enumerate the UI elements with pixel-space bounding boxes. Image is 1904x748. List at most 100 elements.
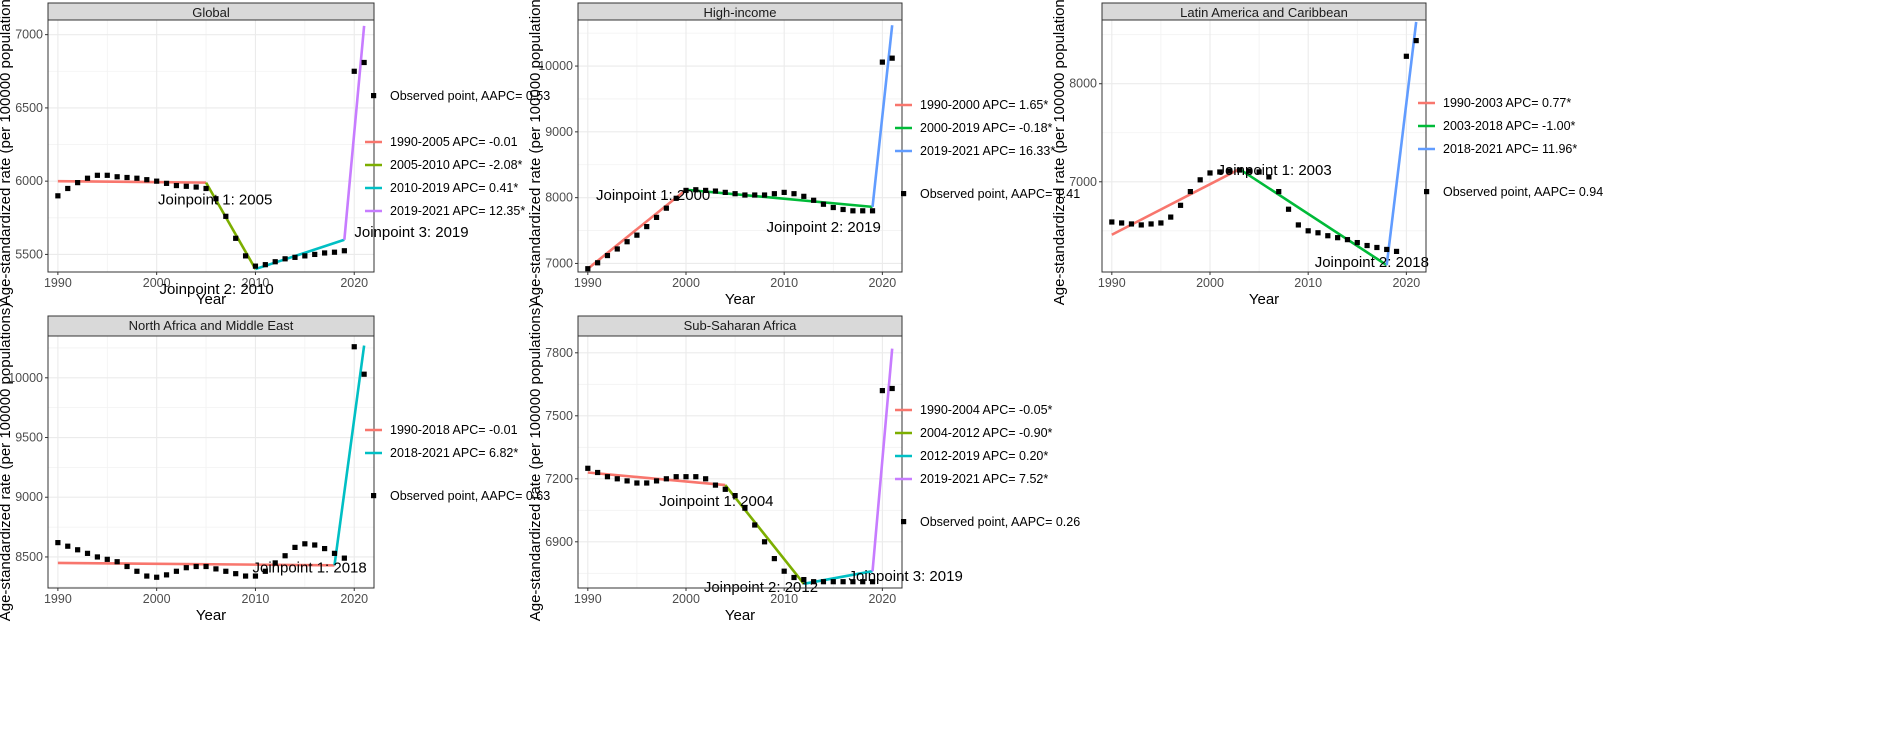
apc-segment-line: [871, 348, 894, 572]
observed-point: [604, 252, 611, 259]
legend-label-observed: Observed point, AAPC= 0.53: [390, 89, 550, 103]
x-tick-label: 1990: [44, 276, 72, 290]
panel-1: Global 1990 2000 2010 2020 5500 6000 6500 7000 Ye…: [0, 0, 550, 308]
panel-title: High-income: [704, 5, 777, 20]
joinpoint-label: Joinpoint 2: 2012: [704, 579, 818, 596]
observed-point: [252, 573, 259, 579]
legend-label-observed: Observed point, AAPC= 0.63: [390, 489, 550, 503]
legend: Observed point, AAPC= 0.53 1990-2005 APC=…: [365, 89, 550, 218]
legend-label-segment: 2019-2021 APC= 12.35*: [390, 204, 525, 218]
joinpoint-label: Joinpoint 1: 2003: [1217, 162, 1331, 179]
observed-point: [840, 206, 846, 213]
y-tick-label: 9500: [15, 431, 43, 445]
y-axis-title: Age-standardized rate (per 100000 popula…: [527, 0, 544, 305]
y-axis-title: Age-standardized rate (per 100000 popula…: [527, 303, 544, 622]
observed-point: [94, 172, 100, 178]
observed-point: [292, 254, 298, 260]
observed-point: [104, 556, 110, 562]
observed-point: [683, 474, 689, 480]
observed-point: [272, 560, 278, 566]
observed-point: [624, 478, 630, 484]
y-axis-title: Age-standardized rate (per 100000 popula…: [1051, 0, 1068, 305]
observed-point: [722, 189, 728, 195]
y-tick-label: 7000: [1069, 175, 1097, 189]
observed-point: [830, 204, 836, 211]
observed-point: [84, 550, 91, 556]
observed-point: [124, 563, 130, 570]
legend-label-segment: 2018-2021 APC= 11.96*: [1443, 142, 1577, 156]
observed-point: [1128, 221, 1135, 227]
observed-point: [65, 185, 71, 192]
legend-label-segment: 2000-2019 APC= -0.18*: [920, 121, 1053, 135]
observed-point: [233, 571, 239, 577]
observed-point: [811, 197, 817, 203]
observed-point: [693, 187, 699, 193]
observed-point: [94, 554, 100, 560]
observed-point: [869, 579, 876, 585]
legend-label-observed: Observed point, AAPC= 0.94: [1443, 185, 1603, 199]
observed-point: [585, 266, 591, 272]
observed-point: [840, 579, 846, 585]
observed-point: [742, 192, 748, 198]
observed-point: [242, 253, 249, 259]
joinpoint-label: Joinpoint 2: 2018: [1315, 254, 1429, 271]
y-axis-title: Age-standardized rate (per 100000 popula…: [0, 0, 14, 305]
observed-point: [1158, 220, 1164, 226]
observed-point: [114, 559, 120, 565]
observed-point: [262, 568, 268, 574]
observed-point: [351, 68, 357, 74]
legend-label-segment: 1990-2000 APC= 1.65*: [920, 98, 1048, 112]
observed-point: [124, 174, 130, 181]
observed-point: [1217, 169, 1223, 175]
observed-point: [312, 542, 318, 548]
observed-point: [1354, 239, 1360, 246]
legend-label-segment: 2004-2012 APC= -0.90*: [920, 426, 1053, 440]
observed-point: [791, 574, 797, 581]
y-tick-label: 7000: [15, 28, 43, 42]
observed-point: [154, 178, 160, 184]
legend-key-observed: [1424, 189, 1430, 195]
joinpoint-label: Joinpoint 1: 2000: [596, 187, 710, 204]
x-tick-label: 2020: [340, 592, 368, 606]
observed-point: [820, 579, 827, 585]
observed-point: [361, 59, 367, 66]
apc-segment-line: [333, 345, 366, 566]
apc-segment-line: [343, 25, 366, 240]
observed-point: [703, 187, 709, 194]
observed-point: [1148, 221, 1154, 227]
observed-point: [65, 543, 71, 549]
panel-title: Global: [192, 5, 230, 20]
x-tick-label: 2010: [1294, 276, 1322, 290]
observed-point: [761, 539, 768, 545]
panel-5: Sub-Saharan Africa 1990 2000 2010 2020 6900 72…: [527, 303, 1080, 624]
apc-segment-line: [57, 179, 207, 184]
legend-label-segment: 2005-2010 APC= -2.08*: [390, 158, 523, 172]
observed-point: [193, 563, 199, 570]
observed-point: [144, 573, 150, 579]
legend-label-segment: 2010-2019 APC= 0.41*: [390, 181, 518, 195]
x-tick-label: 2000: [143, 592, 171, 606]
joinpoint-label: Joinpoint 1: 2018: [252, 559, 366, 576]
x-tick-label: 2020: [868, 592, 896, 606]
observed-point: [791, 191, 797, 197]
apc-segment-line: [255, 238, 345, 271]
legend-label-segment: 2003-2018 APC= -1.00*: [1443, 119, 1576, 133]
observed-point: [1276, 188, 1282, 195]
apc-segment-line: [1385, 21, 1418, 266]
observed-point: [663, 476, 669, 482]
observed-point: [341, 555, 347, 561]
panel-border: [47, 335, 375, 589]
observed-point: [722, 486, 728, 492]
observed-point: [801, 193, 807, 199]
x-axis-title: Year: [1249, 291, 1279, 308]
legend-key-observed: [901, 519, 907, 525]
joinpoint-label: Joinpoint 3: 2019: [849, 568, 963, 585]
observed-point: [850, 579, 856, 585]
joinpoint-label: Joinpoint 1: 2004: [659, 493, 773, 510]
x-tick-label: 2000: [672, 276, 700, 290]
observed-point: [173, 182, 180, 189]
observed-point: [761, 192, 768, 198]
observed-point: [1344, 237, 1351, 243]
observed-point: [1266, 174, 1272, 180]
y-tick-label: 9000: [15, 490, 43, 504]
